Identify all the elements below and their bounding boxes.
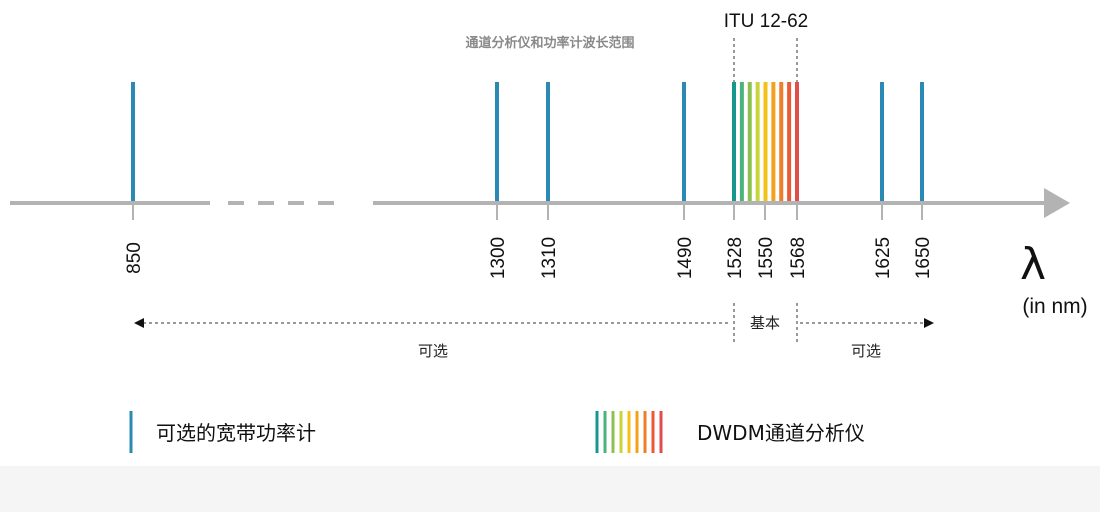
tick-label-1528: 1528 — [725, 237, 746, 279]
basic-range-label: 基本 — [750, 314, 780, 332]
legend-dwdm-swatch — [595, 411, 663, 453]
caption-bar — [0, 466, 1100, 512]
tick-label-1568: 1568 — [788, 237, 809, 279]
lambda-symbol: λ — [1020, 239, 1046, 290]
tick-label-1550: 1550 — [756, 237, 777, 279]
wavelength-diagram: ITU 12-62 850 1300 1310 1490 1528 1550 1568 162… — [10, 11, 1088, 453]
tick-label-1650: 1650 — [913, 237, 934, 279]
legend-dwdm-label: DWDM通道分析仪 — [697, 421, 865, 445]
wavelength-marks — [131, 82, 924, 220]
itu-band-label: ITU 12-62 — [724, 11, 808, 32]
tick-label-1310: 1310 — [539, 237, 560, 279]
tick-label-850: 850 — [124, 242, 145, 274]
tick-labels: 850 1300 1310 1490 1528 1550 1568 1625 1650 — [124, 237, 934, 279]
optional-right-arrowhead — [924, 318, 934, 328]
optional-left-arrowhead — [134, 318, 144, 328]
optional-left-range-label: 可选 — [418, 342, 448, 360]
figure-caption: 通道分析仪和功率计波长范围 — [465, 36, 635, 51]
tick-label-1490: 1490 — [675, 237, 696, 279]
axis-arrowhead — [1044, 188, 1070, 218]
tick-label-1625: 1625 — [873, 237, 894, 279]
legend-broadband-label: 可选的宽带功率计 — [156, 421, 316, 445]
unit-label: (in nm) — [1022, 295, 1087, 318]
tick-label-1300: 1300 — [488, 237, 509, 279]
optional-right-range-label: 可选 — [851, 342, 881, 360]
